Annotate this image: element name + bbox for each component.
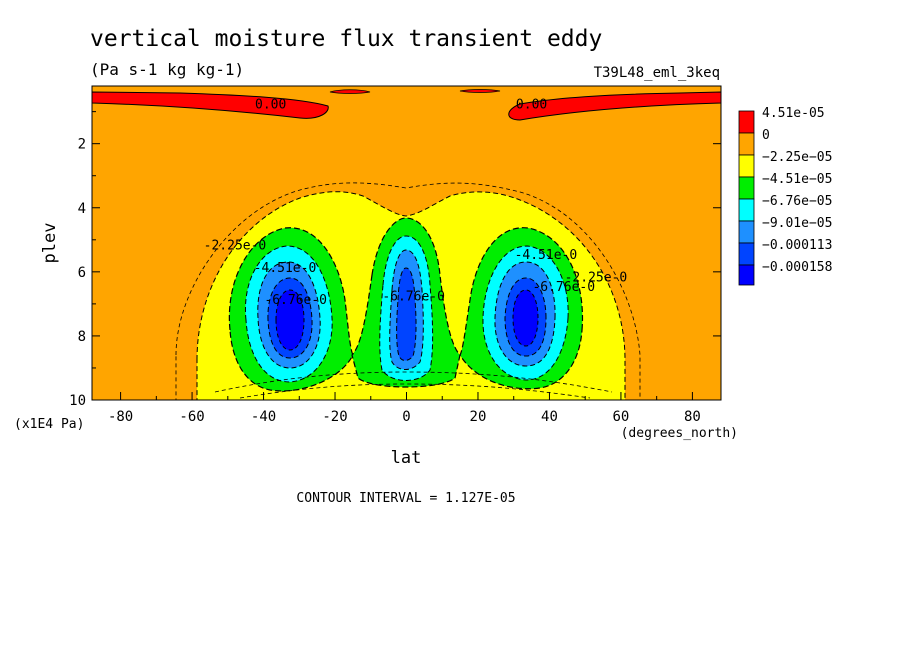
legend-swatch <box>738 198 755 222</box>
plot-area <box>92 86 721 400</box>
x-tick-label: 60 <box>613 409 630 425</box>
contour-label: -4.51e-0 <box>515 248 578 263</box>
contour-red-left <box>92 91 329 119</box>
legend-label: 4.51e-05 <box>762 106 825 121</box>
run-label: T39L48_eml_3keq <box>594 65 720 81</box>
legend-label: −2.25e−05 <box>762 150 832 165</box>
legend-swatch <box>738 220 755 244</box>
legend-label: −9.01e−05 <box>762 216 832 231</box>
contour-label: 0.00 <box>516 97 547 112</box>
x-tick-label: -20 <box>322 409 347 425</box>
legend-label: −4.51e−05 <box>762 172 832 187</box>
y-tick-label: 6 <box>78 265 86 281</box>
contour-label: -2.25e-0 <box>565 270 628 285</box>
legend-label: −0.000113 <box>762 238 832 253</box>
legend-label: −0.000158 <box>762 260 832 275</box>
contour-lower-dashed-1 <box>214 371 613 393</box>
legend-label: −6.76e−05 <box>762 194 832 209</box>
y-axis: 2 4 6 8 10 <box>69 111 721 409</box>
contour-labels: 0.00 0.00 -2.25e-0 -4.51e-0 -6.76e-0 -6.76e-0… <box>204 97 628 307</box>
contour-core-left <box>275 289 305 351</box>
legend-swatch <box>738 110 755 134</box>
contour-core-right <box>512 289 539 347</box>
x-axis: -80 -60 -40 -20 0 20 40 60 80 <box>108 392 701 425</box>
x-tick-label: 40 <box>541 409 558 425</box>
contour-red-right <box>508 91 721 121</box>
contour-label: -6.76e-0 <box>532 280 595 295</box>
x-axis-label: lat <box>391 448 422 468</box>
legend-swatch <box>738 176 755 200</box>
contour-label: -4.51e-0 <box>254 261 317 276</box>
x-tick-label: 20 <box>470 409 487 425</box>
legend: 4.51e-05 0 −2.25e−05 −4.51e−05 −6.76e−05 −9.0… <box>738 106 832 286</box>
legend-swatch <box>738 154 755 178</box>
x-axis-units: (degrees_north) <box>621 426 738 441</box>
legend-swatch <box>738 132 755 156</box>
y-tick-label: 8 <box>78 329 86 345</box>
contour-label: -6.76e-0 <box>382 290 445 305</box>
y-tick-label: 2 <box>78 137 86 153</box>
contour-outer-dashed <box>175 182 641 400</box>
x-tick-label: -60 <box>179 409 204 425</box>
x-tick-label: 0 <box>402 409 410 425</box>
x-tick-label: 80 <box>684 409 701 425</box>
contour-red-mid <box>329 89 501 94</box>
x-tick-label: -80 <box>108 409 133 425</box>
y-axis-units: (x1E4 Pa) <box>14 417 84 432</box>
chart-title: vertical moisture flux transient eddy <box>90 26 602 52</box>
contour-deepblue-center <box>396 267 417 361</box>
y-axis-label: plev <box>40 223 60 264</box>
legend-label: 0 <box>762 128 770 143</box>
legend-swatch <box>738 242 755 266</box>
contour-interval: CONTOUR INTERVAL = 1.127E-05 <box>296 491 515 506</box>
y-tick-label: 10 <box>69 393 86 409</box>
y-tick-label: 4 <box>78 201 86 217</box>
x-tick-label: -40 <box>251 409 276 425</box>
contour-label: 0.00 <box>255 97 286 112</box>
contour-label: -6.76e-0 <box>264 293 327 308</box>
contour-label: -2.25e-0 <box>204 238 267 253</box>
legend-swatch <box>738 264 755 286</box>
chart-units: (Pa s-1 kg kg-1) <box>90 60 244 79</box>
